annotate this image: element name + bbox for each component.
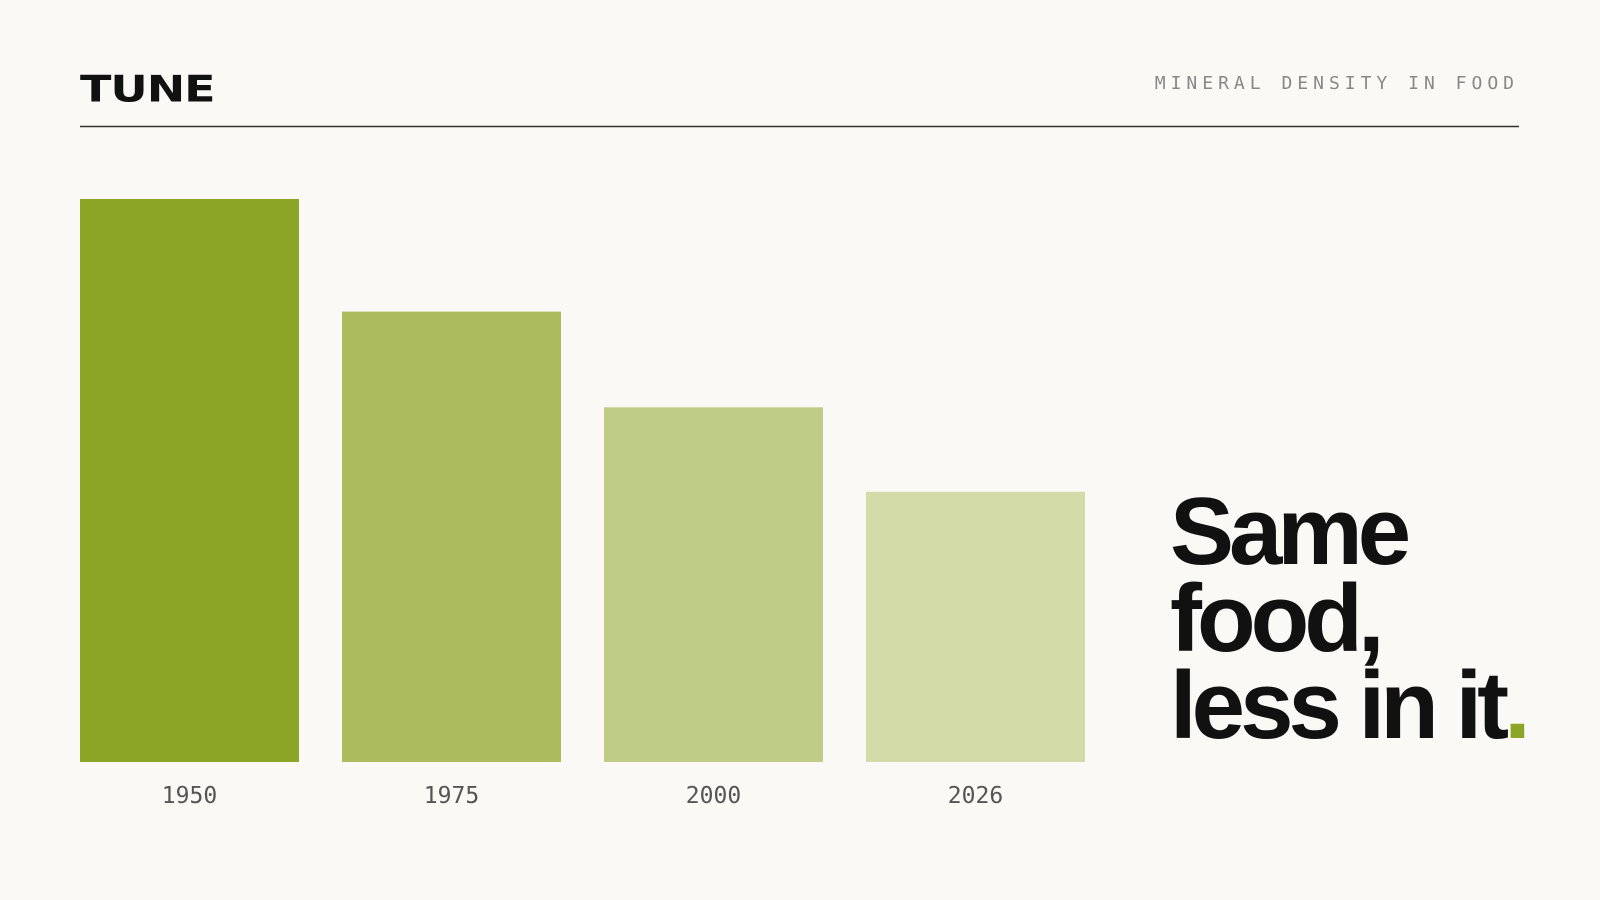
headline-line: Same (1170, 478, 1409, 585)
x-tick-label: 1975 (424, 783, 479, 809)
x-tick-label: 2000 (686, 783, 741, 809)
headline-line: food, (1170, 565, 1380, 672)
headline-line: less in it. (1170, 652, 1526, 759)
chart-title: MINERAL DENSITY IN FOOD (1155, 73, 1519, 94)
brand-logo: TUNE (80, 67, 215, 110)
headline-accent: . (1504, 652, 1526, 759)
x-tick-label: 2026 (948, 783, 1003, 809)
bar (866, 491, 1085, 762)
bar (604, 407, 823, 762)
bar (342, 311, 561, 762)
bar (80, 199, 299, 762)
x-tick-label: 1950 (162, 783, 217, 809)
headline-text: less in it (1170, 652, 1508, 759)
